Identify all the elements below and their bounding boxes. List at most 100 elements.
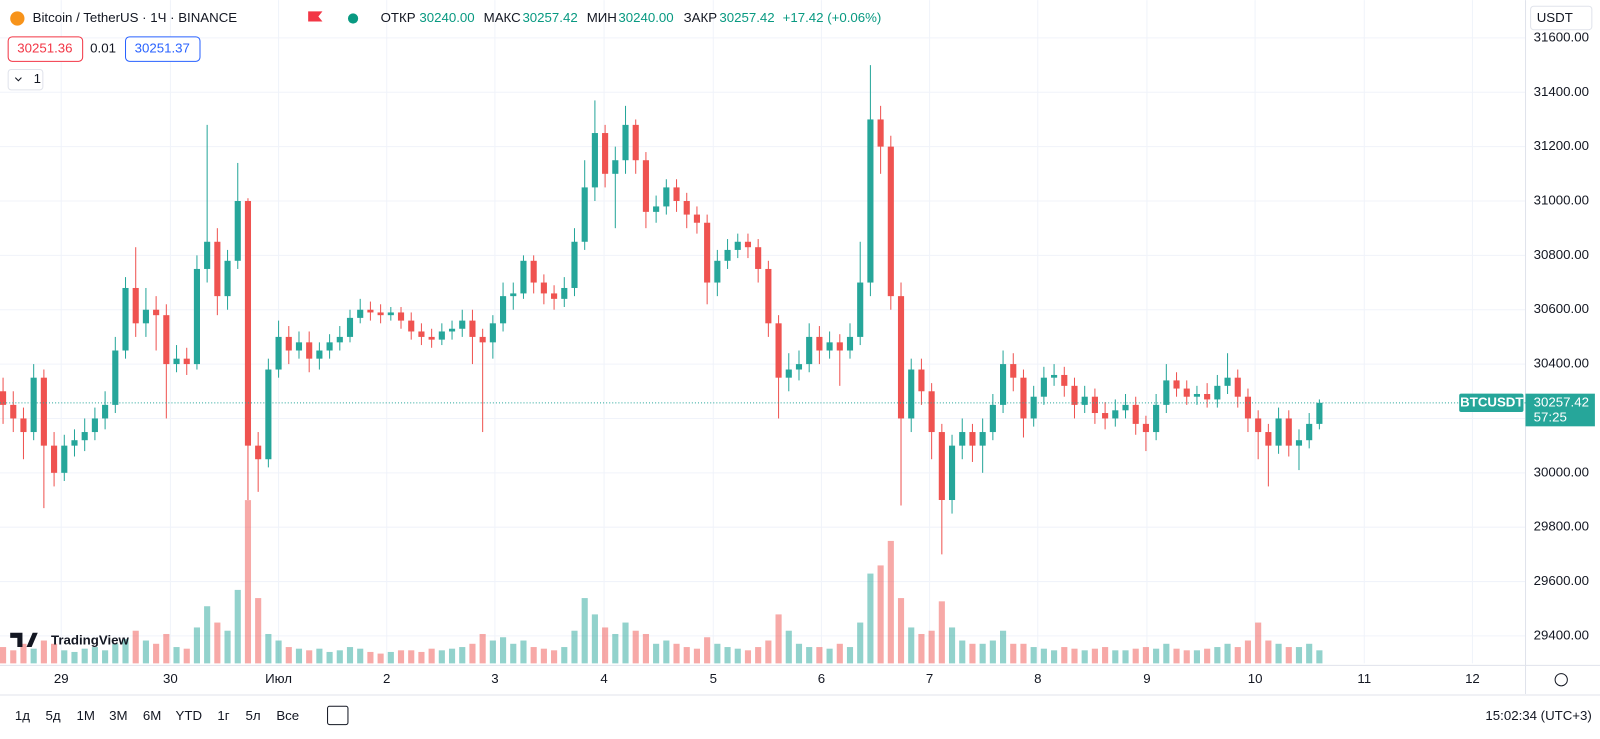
candle-body (653, 206, 660, 212)
volume-bar (1306, 643, 1313, 664)
volume-bar (806, 647, 813, 664)
candle-body (1163, 380, 1170, 405)
candle-body (897, 296, 905, 419)
candle-body (1081, 396, 1088, 405)
range-button[interactable]: 1д (15, 708, 30, 723)
candle-body (846, 336, 854, 351)
candle-body (510, 293, 517, 297)
candle-body (540, 282, 547, 294)
buy-button[interactable] (125, 36, 201, 62)
candle-body (428, 336, 435, 340)
x-tick-label: 2 (383, 671, 390, 686)
range-button[interactable]: 5л (246, 708, 261, 723)
candle-body (326, 342, 333, 351)
volume-bar (979, 643, 986, 664)
candle-body (979, 432, 986, 446)
candle-body (1183, 388, 1190, 397)
candle-body (91, 418, 98, 433)
candle-body (561, 287, 568, 299)
volume-bar (183, 648, 190, 664)
volume-bar (265, 633, 272, 664)
volume-bar (438, 650, 445, 664)
bid: 30251.36 (17, 41, 72, 56)
volume-bar (367, 651, 374, 664)
volume-bar (1081, 650, 1088, 664)
candle-body (295, 342, 303, 351)
candle-body (867, 119, 874, 283)
volume-bar (10, 650, 17, 664)
volume-bar (469, 643, 476, 664)
volume-bar (163, 633, 170, 664)
volume-bar (1265, 640, 1272, 664)
x-tick-label: 9 (1143, 671, 1150, 686)
range-button[interactable]: 3М (109, 708, 127, 723)
flag[interactable] (308, 11, 323, 22)
volume-bar (867, 573, 874, 664)
range-button[interactable]: YTD (176, 708, 203, 723)
y-tick-label: 31400.00 (1534, 84, 1589, 99)
candle-body (1295, 440, 1303, 446)
candle-body (377, 312, 384, 316)
range-button[interactable]: 6М (143, 708, 161, 723)
date-range-icon[interactable] (327, 705, 349, 726)
volume-bar (1285, 647, 1292, 664)
volume-bar (91, 647, 98, 664)
currency-button[interactable] (1530, 5, 1593, 31)
candle-body (581, 187, 588, 242)
range-button[interactable]: Все (276, 708, 299, 723)
range-button[interactable]: 1г (217, 708, 229, 723)
candle-body (346, 317, 354, 337)
volume-bar (1204, 648, 1211, 664)
candle-body (755, 247, 762, 269)
candle-body (1122, 404, 1129, 411)
volume-bar (938, 601, 945, 664)
volume-bar (1051, 650, 1058, 664)
volume-bar (377, 653, 384, 664)
volume-bar (1244, 640, 1252, 664)
volume-bar (1234, 647, 1241, 664)
candle-body (285, 336, 292, 351)
volume-bar (887, 540, 894, 664)
candle-body (336, 336, 343, 343)
candle-body (1173, 380, 1180, 389)
candle-body (948, 445, 956, 501)
volume-bar (816, 647, 823, 664)
range-button[interactable]: 5д (46, 708, 61, 723)
candle-body (1153, 404, 1160, 433)
volume-bar (1163, 643, 1170, 664)
volume-bar (734, 648, 741, 664)
x-tick-label: 8 (1034, 671, 1041, 686)
candle-body (918, 369, 925, 392)
candle-body (102, 404, 109, 419)
volume-bar (275, 640, 282, 664)
volume-bar (112, 643, 119, 664)
candle-body (622, 124, 629, 161)
sell-button[interactable] (7, 36, 84, 62)
candle-body (71, 440, 78, 446)
candle-body (1193, 393, 1200, 397)
open-value: 30240.00 (419, 10, 474, 25)
candle-body (142, 309, 149, 324)
candle-body (1040, 377, 1047, 397)
y-tick-label: 31600.00 (1534, 29, 1589, 44)
indicator-toggle[interactable] (7, 68, 44, 91)
candle-body (1142, 423, 1149, 433)
volume-bar (785, 630, 792, 664)
low-label: МИН (587, 10, 617, 25)
candle-body (438, 331, 445, 340)
x-tick-label: Июл (265, 671, 292, 686)
range-button[interactable]: 1М (77, 708, 95, 723)
volume-bar (989, 640, 996, 664)
volume-bar (397, 650, 405, 664)
volume-bar (571, 630, 578, 664)
volume-bar (346, 647, 354, 664)
candle-body (1265, 432, 1272, 446)
settings[interactable] (1554, 673, 1568, 687)
candle-body (551, 293, 558, 299)
volume-bar (224, 630, 231, 664)
last-price: 30257.42 (1534, 394, 1589, 409)
candle-body (1214, 385, 1221, 400)
candle-body (704, 222, 711, 283)
currency: USDT (1537, 10, 1573, 25)
market-status (347, 13, 359, 24)
